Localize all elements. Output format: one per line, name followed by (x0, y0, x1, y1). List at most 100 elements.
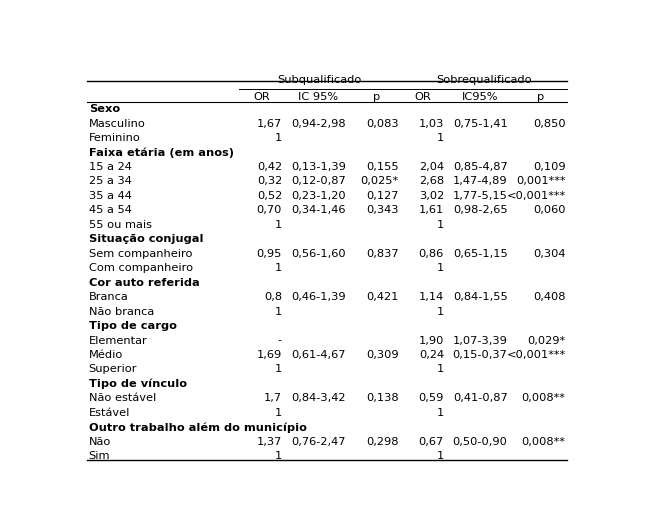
Text: 1,03: 1,03 (419, 118, 444, 128)
Text: 1,77-5,15: 1,77-5,15 (453, 191, 507, 201)
Text: 0,155: 0,155 (366, 162, 398, 172)
Text: Situação conjugal: Situação conjugal (89, 234, 203, 244)
Text: p: p (373, 92, 380, 102)
Text: 0,34-1,46: 0,34-1,46 (291, 205, 345, 216)
Text: Superior: Superior (89, 364, 137, 374)
Text: 0,41-0,87: 0,41-0,87 (453, 394, 507, 404)
Text: 0,76-2,47: 0,76-2,47 (291, 437, 345, 447)
Text: Outro trabalho além do município: Outro trabalho além do município (89, 422, 307, 433)
Text: 0,70: 0,70 (257, 205, 282, 216)
Text: 1: 1 (437, 364, 444, 374)
Text: 55 ou mais: 55 ou mais (89, 220, 151, 230)
Text: 1: 1 (275, 306, 282, 317)
Text: 0,15-0,37: 0,15-0,37 (453, 350, 507, 360)
Text: Médio: Médio (89, 350, 123, 360)
Text: 35 a 44: 35 a 44 (89, 191, 132, 201)
Text: IC95%: IC95% (462, 92, 498, 102)
Text: 0,75-1,41: 0,75-1,41 (453, 118, 507, 128)
Text: 0,083: 0,083 (366, 118, 398, 128)
Text: 0,309: 0,309 (366, 350, 398, 360)
Text: 1: 1 (275, 220, 282, 230)
Text: Sem companheiro: Sem companheiro (89, 249, 192, 259)
Text: 0,8: 0,8 (264, 292, 282, 302)
Text: 1: 1 (437, 306, 444, 317)
Text: 1,90: 1,90 (419, 336, 444, 346)
Text: 0,61-4,67: 0,61-4,67 (291, 350, 345, 360)
Text: 1,07-3,39: 1,07-3,39 (453, 336, 507, 346)
Text: 1,7: 1,7 (264, 394, 282, 404)
Text: 0,52: 0,52 (257, 191, 282, 201)
Text: 0,298: 0,298 (366, 437, 398, 447)
Text: OR: OR (415, 92, 432, 102)
Text: 0,008**: 0,008** (522, 437, 565, 447)
Text: Branca: Branca (89, 292, 129, 302)
Text: 1: 1 (275, 408, 282, 418)
Text: 1,14: 1,14 (419, 292, 444, 302)
Text: 45 a 54: 45 a 54 (89, 205, 132, 216)
Text: 0,138: 0,138 (366, 394, 398, 404)
Text: Masculino: Masculino (89, 118, 146, 128)
Text: 0,008**: 0,008** (522, 394, 565, 404)
Text: Estável: Estável (89, 408, 130, 418)
Text: Não: Não (89, 437, 111, 447)
Text: 1: 1 (275, 364, 282, 374)
Text: 0,408: 0,408 (533, 292, 565, 302)
Text: <0,001***: <0,001*** (506, 191, 565, 201)
Text: 2,68: 2,68 (419, 176, 444, 186)
Text: 0,304: 0,304 (533, 249, 565, 259)
Text: 0,67: 0,67 (419, 437, 444, 447)
Text: 0,12-0,87: 0,12-0,87 (291, 176, 345, 186)
Text: Com companheiro: Com companheiro (89, 263, 193, 273)
Text: 0,001***: 0,001*** (516, 176, 565, 186)
Text: Subqualificado: Subqualificado (278, 75, 362, 85)
Text: 3,02: 3,02 (419, 191, 444, 201)
Text: 0,86: 0,86 (419, 249, 444, 259)
Text: 0,84-3,42: 0,84-3,42 (291, 394, 345, 404)
Text: <0,001***: <0,001*** (506, 350, 565, 360)
Text: 0,127: 0,127 (366, 191, 398, 201)
Text: 0,13-1,39: 0,13-1,39 (291, 162, 345, 172)
Text: p: p (537, 92, 545, 102)
Text: 0,46-1,39: 0,46-1,39 (291, 292, 345, 302)
Text: 15 a 24: 15 a 24 (89, 162, 132, 172)
Text: Tipo de cargo: Tipo de cargo (89, 321, 176, 331)
Text: Sobrequalificado: Sobrequalificado (436, 75, 532, 85)
Text: Faixa etária (em anos): Faixa etária (em anos) (89, 147, 234, 158)
Text: 0,59: 0,59 (419, 394, 444, 404)
Text: Não estável: Não estável (89, 394, 156, 404)
Text: Sexo: Sexo (89, 104, 120, 114)
Text: 0,24: 0,24 (419, 350, 444, 360)
Text: 0,56-1,60: 0,56-1,60 (291, 249, 345, 259)
Text: 25 a 34: 25 a 34 (89, 176, 132, 186)
Text: Tipo de vínculo: Tipo de vínculo (89, 379, 187, 389)
Text: 2,04: 2,04 (419, 162, 444, 172)
Text: 1: 1 (437, 133, 444, 143)
Text: 0,850: 0,850 (533, 118, 565, 128)
Text: 0,029*: 0,029* (528, 336, 565, 346)
Text: 1,67: 1,67 (257, 118, 282, 128)
Text: 1,69: 1,69 (257, 350, 282, 360)
Text: 0,85-4,87: 0,85-4,87 (453, 162, 507, 172)
Text: 0,109: 0,109 (533, 162, 565, 172)
Text: 1: 1 (437, 220, 444, 230)
Text: 0,343: 0,343 (366, 205, 398, 216)
Text: IC 95%: IC 95% (298, 92, 338, 102)
Text: 0,42: 0,42 (257, 162, 282, 172)
Text: 1: 1 (437, 452, 444, 461)
Text: 0,65-1,15: 0,65-1,15 (453, 249, 507, 259)
Text: 0,837: 0,837 (366, 249, 398, 259)
Text: Sim: Sim (89, 452, 110, 461)
Text: Cor auto referida: Cor auto referida (89, 278, 199, 288)
Text: 1: 1 (275, 263, 282, 273)
Text: Elementar: Elementar (89, 336, 148, 346)
Text: 1,37: 1,37 (257, 437, 282, 447)
Text: 1: 1 (275, 452, 282, 461)
Text: 1: 1 (437, 263, 444, 273)
Text: -: - (278, 336, 282, 346)
Text: 0,84-1,55: 0,84-1,55 (453, 292, 507, 302)
Text: 1: 1 (437, 408, 444, 418)
Text: 0,50-0,90: 0,50-0,90 (453, 437, 507, 447)
Text: 1,61: 1,61 (419, 205, 444, 216)
Text: OR: OR (253, 92, 270, 102)
Text: 1: 1 (275, 133, 282, 143)
